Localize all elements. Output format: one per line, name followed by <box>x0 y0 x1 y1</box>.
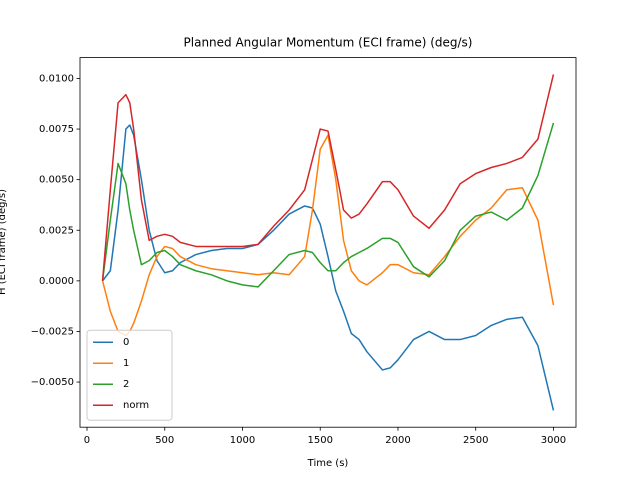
y-tick-label: 0.0075 <box>39 124 74 135</box>
x-tick-label: 1500 <box>307 435 332 446</box>
y-tick-label: 0.0025 <box>39 225 74 236</box>
x-tick-label: 0 <box>84 435 90 446</box>
y-tick-label: 0.0000 <box>39 276 74 287</box>
y-tick-label: 0.0100 <box>39 73 74 84</box>
x-tick-label: 500 <box>155 435 174 446</box>
x-tick-label: 2500 <box>463 435 488 446</box>
y-tick-label: −0.0025 <box>31 326 74 337</box>
legend-label: norm <box>123 400 149 411</box>
chart-title: Planned Angular Momentum (ECI frame) (de… <box>184 36 473 50</box>
x-tick-label: 1000 <box>230 435 255 446</box>
x-axis-label: Time (s) <box>307 458 349 469</box>
series-line <box>101 74 555 281</box>
y-tick-label: 0.0050 <box>39 175 74 186</box>
y-axis-label: H (ECI frame) (deg/s) <box>0 189 8 295</box>
series-line <box>101 122 555 288</box>
legend-label: 2 <box>123 379 129 390</box>
legend-label: 0 <box>123 337 129 348</box>
x-tick-label: 3000 <box>541 435 566 446</box>
plot-frame <box>79 57 577 428</box>
legend-box <box>86 329 173 421</box>
legend-label: 1 <box>123 358 129 369</box>
x-tick-label: 2000 <box>385 435 410 446</box>
y-tick-label: −0.0050 <box>31 377 74 388</box>
